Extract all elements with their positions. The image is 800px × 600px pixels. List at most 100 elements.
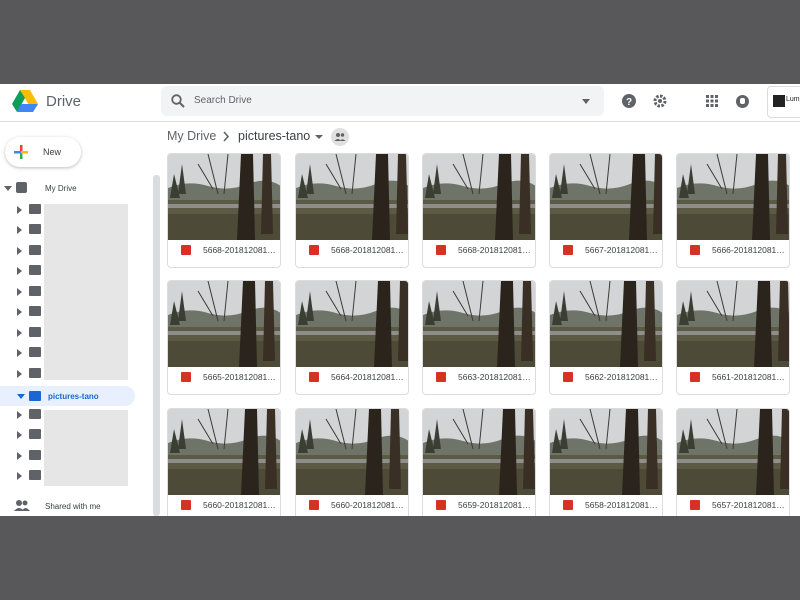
folder-icon — [29, 286, 41, 296]
file-card[interactable]: 5657-201812081… — [676, 408, 790, 516]
header-divider — [0, 121, 800, 122]
expand-arrow[interactable] — [17, 206, 22, 214]
folder-row[interactable] — [0, 405, 140, 425]
folder-row[interactable] — [0, 466, 140, 486]
expand-arrow[interactable] — [17, 267, 22, 275]
redacted-names — [44, 410, 128, 486]
image-file-icon — [181, 500, 191, 510]
image-file-icon — [563, 372, 573, 382]
folder-row[interactable] — [0, 364, 140, 384]
file-card[interactable]: 5659-201812081… — [422, 408, 536, 516]
apps-icon[interactable] — [706, 95, 718, 107]
folder-icon — [29, 265, 41, 275]
file-card[interactable]: 5663-201812081… — [422, 280, 536, 395]
shared-label[interactable]: Shared with me — [45, 502, 101, 511]
folder-row[interactable] — [0, 302, 140, 322]
help-icon[interactable]: ? — [622, 94, 636, 108]
new-icon — [14, 145, 28, 159]
file-card[interactable]: 5665-201812081… — [167, 280, 281, 395]
folder-icon — [29, 368, 41, 378]
thumbnail — [296, 281, 408, 367]
folder-row[interactable] — [0, 446, 140, 466]
file-card[interactable]: 5662-201812081… — [549, 280, 663, 395]
folder-icon — [29, 429, 41, 439]
drive-logo[interactable] — [12, 90, 38, 112]
expand-arrow[interactable] — [4, 186, 12, 191]
file-card[interactable]: 5658-201812081… — [549, 408, 663, 516]
file-card[interactable]: 5660-201812081… — [167, 408, 281, 516]
expand-arrow[interactable] — [17, 431, 22, 439]
folder-row[interactable] — [0, 323, 140, 343]
file-card[interactable]: 5661-201812081… — [676, 280, 790, 395]
thumbnail — [677, 281, 789, 367]
folder-row[interactable] — [0, 425, 140, 445]
file-name: 5666-201812081… — [712, 245, 785, 255]
redacted-names — [44, 204, 128, 380]
shared-folder-badge[interactable] — [331, 128, 349, 146]
breadcrumb-current[interactable]: pictures-tano — [238, 129, 311, 143]
current-folder-row[interactable]: pictures-tano — [0, 386, 135, 406]
file-name: 5664-201812081… — [331, 372, 404, 382]
image-file-icon — [309, 245, 319, 255]
settings-icon[interactable] — [653, 94, 667, 108]
thumbnail — [296, 409, 408, 495]
expand-arrow[interactable] — [17, 370, 22, 378]
file-card[interactable]: 5666-201812081… — [676, 153, 790, 268]
folder-icon — [29, 245, 41, 255]
folder-row[interactable] — [0, 282, 140, 302]
file-name: 5658-201812081… — [585, 500, 658, 510]
expand-arrow[interactable] — [17, 411, 22, 419]
thumbnail — [550, 409, 662, 495]
my-drive-row[interactable]: My Drive — [0, 178, 140, 198]
folder-icon — [29, 470, 41, 480]
file-card[interactable]: 5664-201812081… — [295, 280, 409, 395]
folder-icon — [29, 409, 41, 419]
file-grid: 5668-201812081… 5668-201812081… 5668-20181… — [0, 84, 800, 516]
file-card[interactable]: 5668-201812081… — [422, 153, 536, 268]
expand-arrow[interactable] — [17, 308, 22, 316]
notifications-icon[interactable] — [736, 95, 749, 108]
folder-row[interactable] — [0, 200, 140, 220]
folder-menu[interactable] — [315, 135, 323, 139]
folder-row[interactable] — [0, 261, 140, 281]
expand-arrow[interactable] — [17, 288, 22, 296]
search-icon — [171, 94, 185, 108]
file-card[interactable]: 5660-201812081… — [295, 408, 409, 516]
thumbnail — [168, 409, 280, 495]
expand-arrow[interactable] — [17, 472, 22, 480]
app-name: Drive — [46, 93, 82, 110]
file-name: 5660-201812081… — [203, 500, 276, 510]
file-name: 5668-201812081… — [331, 245, 404, 255]
expand-arrow[interactable] — [17, 394, 25, 399]
search-box[interactable]: Search Drive — [161, 86, 604, 116]
expand-arrow[interactable] — [17, 226, 22, 234]
file-card[interactable]: 5668-201812081… — [295, 153, 409, 268]
folder-row[interactable] — [0, 343, 140, 363]
file-card[interactable]: 5668-201812081… — [167, 153, 281, 268]
expand-arrow[interactable] — [17, 452, 22, 460]
file-name: 5657-201812081… — [712, 500, 785, 510]
expand-arrow[interactable] — [17, 349, 22, 357]
image-file-icon — [309, 372, 319, 382]
file-card[interactable]: 5667-201812081… — [549, 153, 663, 268]
folder-row[interactable] — [0, 241, 140, 261]
file-name: 5660-201812081… — [331, 500, 404, 510]
folder-icon — [29, 327, 41, 337]
search-options[interactable] — [582, 99, 590, 104]
account-button[interactable]: Lum — [767, 86, 800, 118]
account-logo — [773, 95, 785, 107]
thumbnail — [550, 154, 662, 240]
thumbnail — [677, 409, 789, 495]
image-file-icon — [181, 372, 191, 382]
image-file-icon — [690, 245, 700, 255]
expand-arrow[interactable] — [17, 329, 22, 337]
folder-icon — [29, 224, 41, 234]
sidebar-scrollbar[interactable] — [153, 175, 160, 516]
search-placeholder: Search Drive — [194, 95, 252, 106]
new-button[interactable]: New — [5, 137, 81, 167]
expand-arrow[interactable] — [17, 247, 22, 255]
breadcrumb-root[interactable]: My Drive — [167, 129, 217, 143]
folder-row[interactable] — [0, 220, 140, 240]
thumbnail — [423, 154, 535, 240]
file-name: 5659-201812081… — [458, 500, 531, 510]
